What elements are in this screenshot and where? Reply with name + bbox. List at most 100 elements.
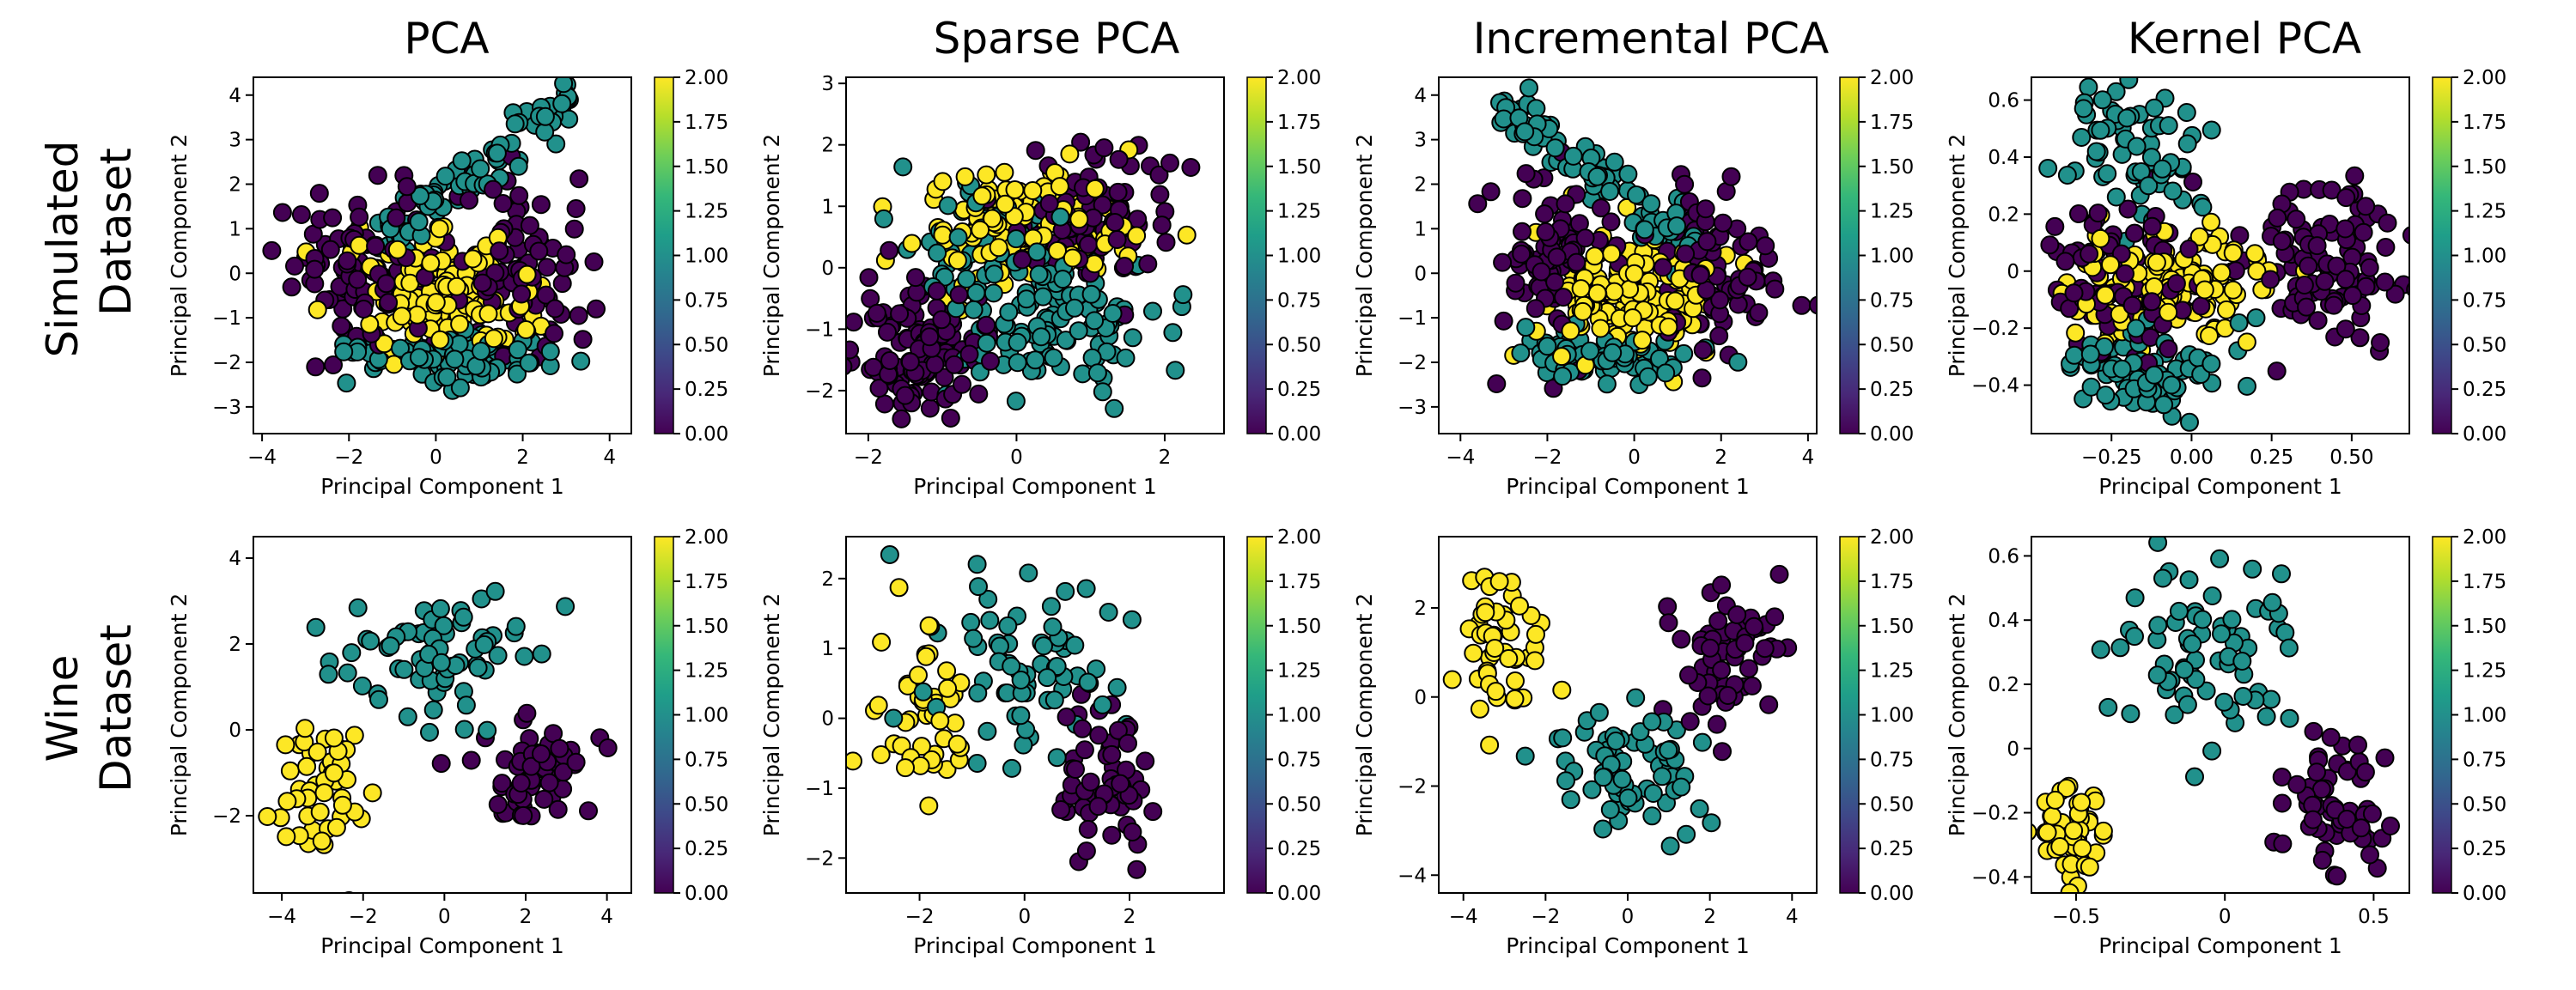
data-point [2166, 274, 2186, 294]
colorbar-tick-label: 1.75 [685, 571, 728, 593]
data-point [398, 707, 417, 726]
data-point [2272, 768, 2292, 787]
data-point [2031, 823, 2037, 841]
data-point [488, 646, 508, 665]
data-point [2356, 276, 2376, 296]
data-point [1515, 122, 1535, 142]
data-point [1620, 279, 1640, 299]
data-point [435, 167, 455, 186]
data-point [2096, 386, 2116, 405]
y-tick-label: 0 [228, 263, 241, 285]
colorbar-tick-label: 0.50 [1870, 334, 1914, 356]
data-point [2183, 635, 2202, 653]
data-point [550, 738, 569, 758]
data-point [2315, 271, 2335, 291]
data-point [450, 314, 470, 334]
data-point [1065, 298, 1084, 318]
data-point [1008, 353, 1027, 373]
data-point [509, 156, 528, 176]
y-tick-label: 2 [228, 634, 241, 656]
data-point [280, 761, 300, 780]
data-point [1605, 282, 1624, 301]
colorbar-tick-label: 0.50 [1277, 334, 1321, 356]
data-point [1087, 363, 1107, 383]
data-point [1589, 702, 1609, 722]
data-point [1485, 639, 1505, 658]
data-point [2375, 272, 2395, 292]
data-point [1675, 174, 1695, 194]
data-point [1008, 332, 1027, 352]
data-point [2256, 707, 2276, 726]
data-point [892, 409, 911, 428]
data-point [2074, 99, 2093, 118]
y-tick-label: −1 [1398, 307, 1427, 330]
data-point [2162, 375, 2182, 395]
colorbar-tick-label: 0.00 [1277, 423, 1321, 446]
colorbar: 0.00 0.25 0.50 0.75 1.00 1.25 1.50 1.75 2.00 [2432, 67, 2506, 446]
data-point [2177, 134, 2197, 154]
data-point [487, 143, 507, 163]
data-point [825, 355, 843, 372]
data-point [1442, 670, 1462, 689]
data-point [995, 162, 1014, 182]
data-point [1696, 199, 1715, 219]
data-point [1081, 284, 1101, 304]
data-point [1033, 287, 1053, 307]
data-point [2201, 212, 2221, 232]
data-point [874, 394, 894, 414]
data-point [1600, 182, 1620, 201]
data-point [573, 330, 593, 349]
data-point [2229, 313, 2249, 332]
data-point [387, 208, 406, 228]
colorbar-tick-label: 1.25 [685, 660, 728, 683]
data-point [2279, 638, 2299, 658]
data-point [291, 205, 311, 224]
y-axis-label: Principal Component 2 [1945, 593, 1970, 836]
data-point [1672, 777, 1691, 797]
data-point [1519, 78, 1538, 98]
data-point [1014, 735, 1033, 755]
data-point [938, 196, 958, 216]
data-point [2233, 687, 2253, 706]
data-point [1635, 220, 1654, 240]
data-point [319, 665, 338, 684]
data-point [478, 304, 498, 324]
colorbar-tick-label: 1.50 [1870, 156, 1914, 179]
scatter-panel-0: −4 −2 0 2 4 −3 −2 −1 0 1 2 3 4 Principal Component 1 P… [167, 67, 728, 499]
colorbar: 0.00 0.25 0.50 0.75 1.00 1.25 1.50 1.75 2.00 [654, 67, 728, 446]
data-point [1739, 232, 1758, 252]
colorbar-tick-label: 0.00 [1870, 883, 1914, 905]
data-point [2125, 588, 2145, 608]
data-point [1642, 806, 1662, 826]
x-tick-label: 0 [429, 446, 442, 469]
data-point [397, 177, 417, 197]
data-point [1556, 194, 1575, 214]
data-point [878, 322, 897, 342]
colorbar-tick-label: 1.25 [2463, 201, 2506, 223]
data-point [920, 327, 940, 347]
colorbar-tick-label: 0.00 [685, 883, 728, 905]
data-point [1659, 317, 1678, 337]
data-point [983, 209, 1002, 228]
colorbar-gradient [654, 76, 674, 434]
x-axis-label: Principal Component 1 [913, 933, 1156, 958]
data-point [437, 367, 457, 387]
data-point [2222, 610, 2242, 629]
data-point [2159, 302, 2178, 322]
data-point [869, 379, 889, 398]
data-point [1109, 149, 1129, 169]
plot-frame [253, 76, 632, 434]
data-point [2272, 793, 2292, 813]
data-point [2345, 166, 2365, 185]
y-tick-label: 1 [821, 196, 834, 218]
y-tick-label: 0 [228, 720, 241, 742]
data-point [1642, 712, 1662, 732]
data-point [461, 750, 481, 770]
data-point [2185, 767, 2204, 787]
colorbar-tick-label: 0.50 [1870, 793, 1914, 816]
data-point [2337, 810, 2357, 829]
data-point [2385, 284, 2405, 304]
plot-frame [253, 536, 632, 894]
colorbar-tick-label: 1.25 [1277, 660, 1321, 683]
data-point [1053, 270, 1073, 289]
